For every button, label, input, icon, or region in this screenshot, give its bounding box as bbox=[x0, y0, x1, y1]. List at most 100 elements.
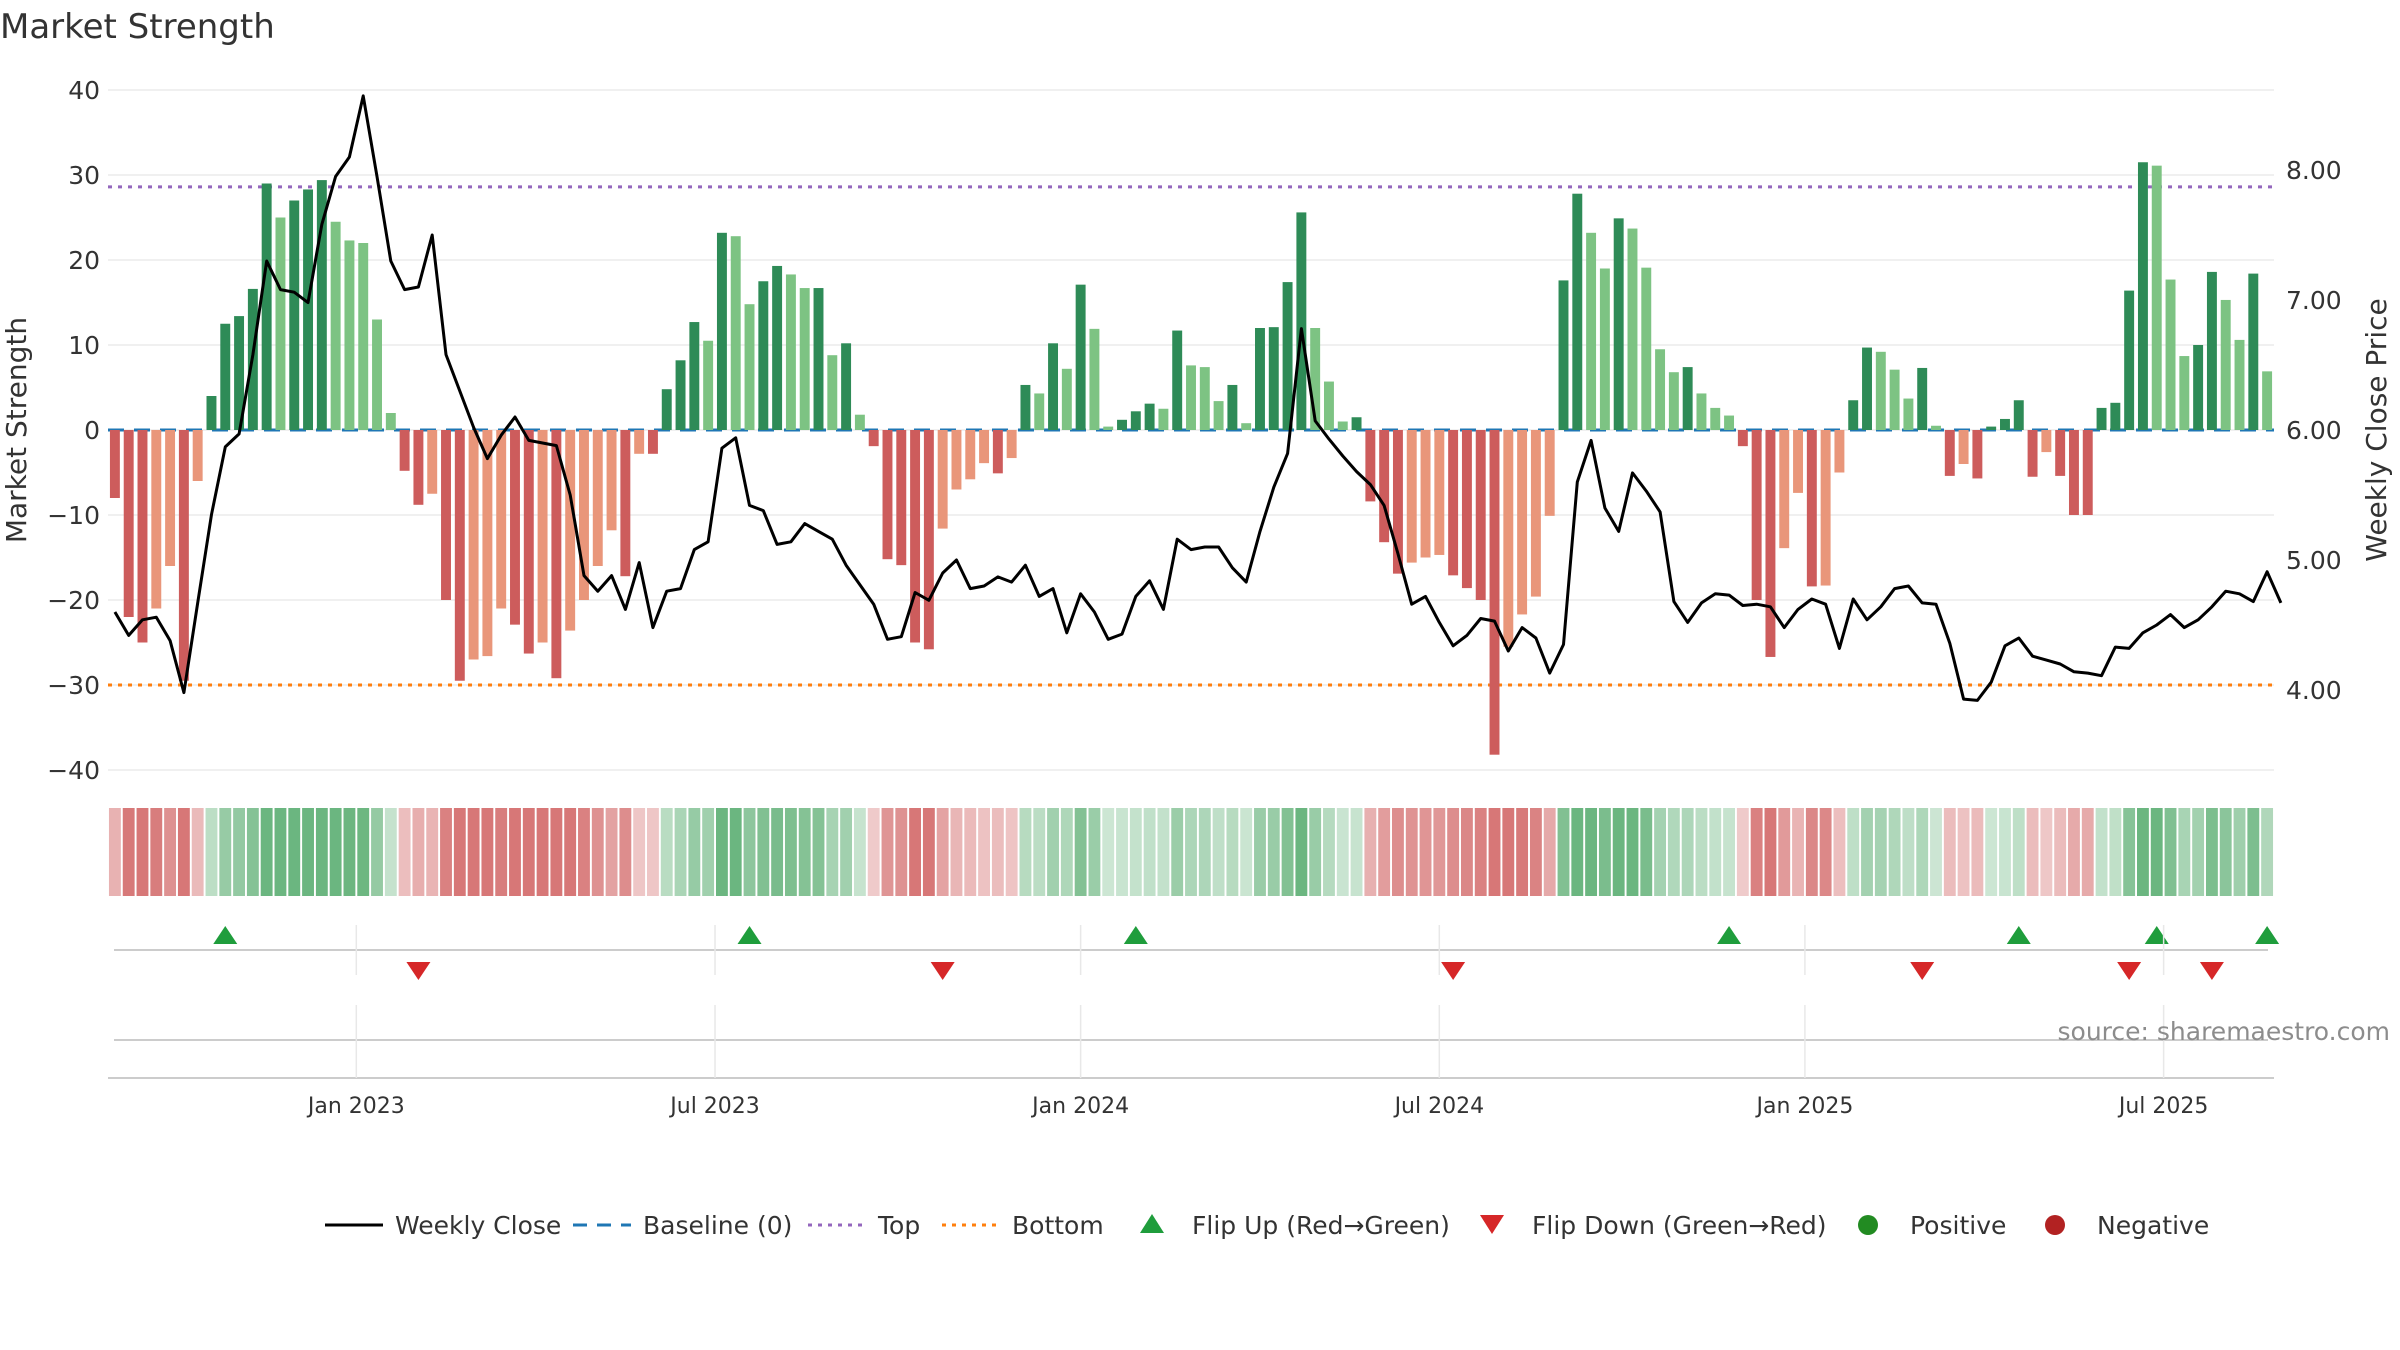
heat-cell bbox=[467, 808, 480, 896]
heat-cell bbox=[136, 808, 149, 896]
heat-cell bbox=[826, 808, 839, 896]
strength-bar bbox=[1834, 430, 1845, 473]
strength-bar bbox=[1461, 430, 1472, 589]
heat-cell bbox=[2205, 808, 2218, 896]
heat-cell bbox=[1295, 808, 1308, 896]
x-axis: Jan 2023 Jul 2023 Jan 2024 Jul 2024 Jan 2025… bbox=[108, 925, 2274, 1119]
strength-bar bbox=[1972, 430, 1983, 479]
y-tick-left-label: 30 bbox=[68, 161, 100, 190]
legend-swatch-up bbox=[1140, 1214, 1164, 1233]
strength-bar bbox=[1917, 367, 1928, 430]
heat-cell bbox=[288, 808, 301, 896]
heat-cell bbox=[1033, 808, 1046, 896]
heat-cell bbox=[1861, 808, 1873, 896]
heat-cell bbox=[2178, 808, 2191, 896]
strength-bar bbox=[1806, 430, 1817, 587]
strength-bar bbox=[2000, 418, 2010, 430]
strength-bar bbox=[1848, 400, 1859, 430]
strength-bar bbox=[1379, 430, 1390, 543]
y-tick-right-label: 6.00 bbox=[2286, 416, 2342, 445]
heat-cell bbox=[1336, 808, 1349, 896]
heat-cell bbox=[1488, 808, 1501, 896]
strength-bar bbox=[2193, 345, 2204, 430]
strength-bar bbox=[2124, 290, 2135, 430]
heat-cell bbox=[2192, 808, 2205, 896]
heat-cell bbox=[2068, 808, 2080, 896]
strength-bar bbox=[661, 389, 672, 430]
strength-bar bbox=[758, 281, 769, 430]
heat-cell bbox=[936, 808, 949, 896]
heat-cell bbox=[1750, 808, 1763, 896]
strength-bar bbox=[1558, 280, 1569, 430]
heat-cell bbox=[798, 808, 811, 896]
strength-bar bbox=[1668, 372, 1679, 430]
strength-bar bbox=[1144, 403, 1155, 430]
legend-label: Baseline (0) bbox=[643, 1211, 792, 1240]
strength-bar bbox=[1986, 426, 1997, 430]
heat-cell bbox=[2150, 808, 2163, 896]
strength-bar bbox=[1296, 212, 1307, 430]
strength-bar bbox=[937, 430, 948, 529]
strength-bar bbox=[454, 430, 465, 681]
heat-cell bbox=[1447, 808, 1460, 896]
strength-bar bbox=[1103, 426, 1114, 430]
strength-bar bbox=[565, 430, 576, 631]
heat-cell bbox=[1350, 808, 1363, 896]
strength-bar bbox=[1572, 193, 1583, 430]
heat-cell bbox=[895, 808, 908, 896]
heat-cell bbox=[302, 808, 314, 896]
heat-cell bbox=[384, 808, 397, 896]
flip-down-marker bbox=[406, 962, 431, 980]
strength-bar bbox=[592, 430, 603, 566]
strength-bar bbox=[261, 183, 272, 430]
strength-bar bbox=[1820, 430, 1831, 586]
heat-cell bbox=[260, 808, 273, 896]
heat-cell bbox=[688, 808, 701, 896]
heat-cell bbox=[2040, 808, 2053, 896]
heat-cell bbox=[1364, 808, 1377, 896]
strength-bar bbox=[2179, 356, 2190, 430]
heat-cell bbox=[591, 808, 604, 896]
strength-bar bbox=[827, 355, 838, 430]
flip-up-marker bbox=[1123, 926, 1148, 944]
strength-bar bbox=[579, 430, 589, 600]
heat-cell bbox=[1516, 808, 1529, 896]
heat-cell bbox=[1654, 808, 1667, 896]
heat-cell bbox=[743, 808, 756, 896]
strength-bar bbox=[316, 180, 327, 430]
heat-cell bbox=[453, 808, 466, 896]
heat-cell bbox=[647, 808, 659, 896]
y-tick-right-label: 7.00 bbox=[2286, 286, 2342, 315]
strength-bar bbox=[220, 323, 231, 430]
strength-bar bbox=[1282, 282, 1293, 430]
heat-cell bbox=[274, 808, 287, 896]
heat-cell bbox=[1957, 808, 1970, 896]
heat-cell bbox=[1943, 808, 1956, 896]
heat-cell bbox=[1585, 808, 1598, 896]
strength-bar bbox=[1227, 384, 1238, 430]
heat-cell bbox=[2054, 808, 2067, 896]
heat-cell bbox=[1640, 808, 1653, 896]
y-axis-right-ticks: 8.00 7.00 6.00 5.00 4.00 bbox=[2286, 156, 2342, 705]
heat-cell bbox=[1805, 808, 1818, 896]
y-tick-left-label: −20 bbox=[47, 586, 100, 615]
strength-bar bbox=[1710, 407, 1721, 430]
heat-cell bbox=[1709, 808, 1722, 896]
strength-bar bbox=[551, 430, 562, 679]
x-tick-label: Jan 2025 bbox=[1754, 1094, 1853, 1119]
heat-cell bbox=[1736, 808, 1749, 896]
y-tick-left-label: 20 bbox=[68, 246, 100, 275]
strength-bar bbox=[178, 430, 189, 681]
strength-bar bbox=[882, 430, 893, 560]
strength-bar bbox=[234, 316, 245, 430]
y-tick-left-label: −40 bbox=[47, 756, 100, 785]
heat-cell bbox=[1474, 808, 1487, 896]
strength-bar bbox=[868, 430, 879, 447]
heat-cell bbox=[1129, 808, 1142, 896]
strength-bar bbox=[992, 430, 1003, 474]
strength-bar bbox=[1255, 328, 1265, 430]
heat-cell bbox=[1681, 808, 1694, 896]
heat-cell bbox=[329, 808, 342, 896]
strength-bar bbox=[1489, 430, 1500, 755]
strength-bar bbox=[344, 240, 355, 430]
